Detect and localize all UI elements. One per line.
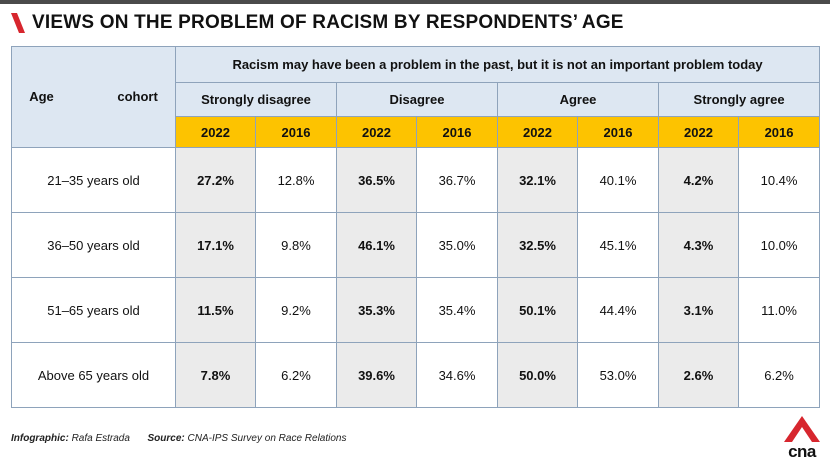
source-label: Source:: [147, 433, 185, 444]
value-cell: 2.6%: [658, 342, 739, 408]
value-cell: 39.6%: [336, 342, 417, 408]
value-cell: 6.2%: [255, 342, 337, 408]
value-cell: 9.2%: [255, 277, 337, 343]
value-cell: 9.8%: [255, 212, 337, 278]
value-cell: 50.0%: [497, 342, 578, 408]
table-row: 21–35 years old 27.2% 12.8% 36.5% 36.7% …: [11, 147, 821, 213]
value-cell: 27.2%: [175, 147, 256, 213]
age-cohort-cell: Above 65 years old: [11, 342, 176, 408]
value-cell: 44.4%: [577, 277, 659, 343]
cna-logo-text: cna: [788, 442, 816, 461]
year-header-2022: 2022: [336, 116, 417, 148]
age-cohort-cell: 36–50 years old: [11, 212, 176, 278]
value-cell: 53.0%: [577, 342, 659, 408]
table-row: 36–50 years old 17.1% 9.8% 46.1% 35.0% 3…: [11, 212, 821, 278]
response-header-strongly-agree: Strongly agree: [657, 82, 821, 117]
value-cell: 32.1%: [497, 147, 578, 213]
value-cell: 35.0%: [416, 212, 498, 278]
value-cell: 34.6%: [416, 342, 498, 408]
value-cell: 35.4%: [416, 277, 498, 343]
table-row: Above 65 years old 7.8% 6.2% 39.6% 34.6%…: [11, 342, 821, 408]
value-cell: 3.1%: [658, 277, 739, 343]
infographic-label: Infographic:: [11, 433, 69, 444]
year-header-2022: 2022: [175, 116, 256, 148]
value-cell: 12.8%: [255, 147, 337, 213]
age-cohort-header: Age cohort: [11, 46, 176, 148]
value-cell: 46.1%: [336, 212, 417, 278]
infographic-credit: Rafa Estrada: [71, 433, 130, 444]
footer-credits: Infographic: Rafa Estrada Source: CNA-IP…: [11, 433, 346, 444]
value-cell: 40.1%: [577, 147, 659, 213]
question-header: Racism may have been a problem in the pa…: [174, 46, 821, 83]
response-header-disagree: Disagree: [336, 82, 498, 117]
value-cell: 11.5%: [175, 277, 256, 343]
response-header-agree: Agree: [497, 82, 659, 117]
year-header-2016: 2016: [737, 116, 821, 148]
year-header-2016: 2016: [255, 116, 337, 148]
value-cell: 36.7%: [416, 147, 498, 213]
value-cell: 7.8%: [175, 342, 256, 408]
value-cell: 4.2%: [658, 147, 739, 213]
title-block: VIEWS ON THE PROBLEM OF RACISM BY RESPON…: [11, 12, 624, 34]
year-header-2022: 2022: [497, 116, 578, 148]
value-cell: 50.1%: [497, 277, 578, 343]
value-cell: 36.5%: [336, 147, 417, 213]
value-cell: 35.3%: [336, 277, 417, 343]
value-cell: 11.0%: [737, 277, 821, 343]
age-cohort-cell: 51–65 years old: [11, 277, 176, 343]
value-cell: 32.5%: [497, 212, 578, 278]
year-header-2016: 2016: [577, 116, 659, 148]
year-header-2016: 2016: [416, 116, 498, 148]
source-credit: CNA-IPS Survey on Race Relations: [187, 433, 347, 444]
age-cohort-cell: 21–35 years old: [11, 147, 176, 213]
value-cell: 45.1%: [577, 212, 659, 278]
top-bar: [0, 0, 830, 4]
year-header-2022: 2022: [658, 116, 739, 148]
table-row: 51–65 years old 11.5% 9.2% 35.3% 35.4% 5…: [11, 277, 821, 343]
cna-logo-icon: [784, 416, 820, 442]
title-slash-icon: [11, 13, 25, 33]
data-table: Age cohort Racism may have been a proble…: [11, 46, 821, 408]
value-cell: 10.4%: [737, 147, 821, 213]
value-cell: 6.2%: [737, 342, 821, 408]
value-cell: 17.1%: [175, 212, 256, 278]
value-cell: 10.0%: [737, 212, 821, 278]
page-title: VIEWS ON THE PROBLEM OF RACISM BY RESPON…: [32, 12, 624, 33]
response-header-strongly-disagree: Strongly disagree: [175, 82, 337, 117]
value-cell: 4.3%: [658, 212, 739, 278]
